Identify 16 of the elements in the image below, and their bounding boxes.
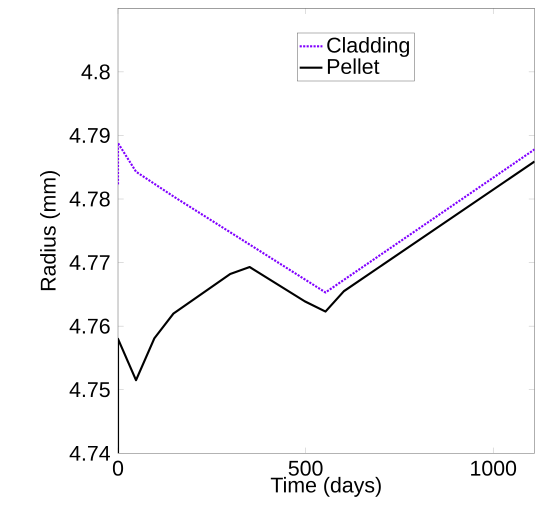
y-tick-label: 4.8 <box>81 64 110 80</box>
y-tick-label: 4.77 <box>70 255 110 270</box>
x-axis-title: Time (days) <box>270 476 381 497</box>
y-tick-label: 4.79 <box>70 128 110 143</box>
y-tick-label: 4.75 <box>70 382 110 398</box>
legend-label: Pellet <box>328 58 380 74</box>
x-tick-label: 500 <box>288 460 323 476</box>
legend-label: Cladding <box>327 37 409 57</box>
line-series <box>118 142 535 294</box>
y-axis-title: Radius (mm) <box>40 171 60 290</box>
y-tick-label: 4.76 <box>70 318 110 334</box>
y-tick-label: 4.78 <box>70 191 110 207</box>
x-tick-label: 1000 <box>471 460 516 476</box>
x-tick-label: 0 <box>112 460 124 476</box>
line-series <box>118 160 535 454</box>
y-tick-label: 4.74 <box>70 446 110 461</box>
